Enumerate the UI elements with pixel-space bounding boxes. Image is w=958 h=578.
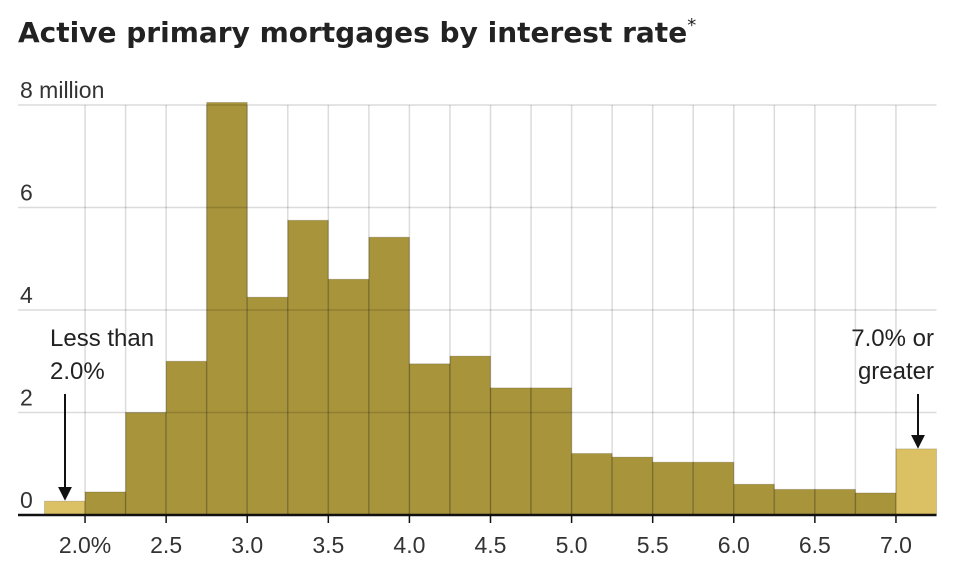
bar: [44, 500, 86, 516]
bar: [733, 483, 775, 516]
bar: [327, 278, 370, 516]
bar: [652, 461, 694, 516]
bar: [611, 456, 654, 516]
chart-title: Active primary mortgages by interest rat…: [18, 16, 687, 49]
x-tick-label: 6.0: [718, 532, 750, 558]
x-tick-label: 6.5: [799, 532, 831, 558]
y-tick-label: 4: [20, 282, 33, 308]
bar: [692, 461, 735, 516]
chart-title-group: Active primary mortgages by interest rat…: [18, 15, 696, 49]
bar: [408, 363, 451, 516]
bar: [490, 387, 532, 516]
bar: [854, 492, 897, 516]
x-tick-label: 2.0%: [59, 532, 111, 558]
bar: [246, 296, 289, 516]
bar: [773, 488, 816, 516]
x-tick-label: 5.0: [556, 532, 588, 558]
bar: [895, 448, 937, 516]
bar: [449, 355, 492, 516]
x-tick-label: 3.0: [231, 532, 263, 558]
x-tick-label: 4.0: [393, 532, 425, 558]
x-tick-label: 7.0: [880, 532, 912, 558]
bar: [287, 219, 329, 516]
bar: [84, 491, 127, 516]
y-tick-label: 2: [20, 385, 33, 411]
x-tick-label: 5.5: [637, 532, 669, 558]
bar: [125, 412, 167, 516]
bar: [368, 236, 410, 516]
x-tick-label: 2.5: [150, 532, 182, 558]
bar: [206, 101, 248, 516]
annotation: greater: [858, 358, 934, 385]
bar: [165, 360, 208, 516]
y-tick-label: 0: [20, 487, 33, 513]
bar: [530, 387, 573, 516]
annotation: 7.0% or: [851, 325, 934, 352]
title-note: *: [687, 15, 696, 36]
x-tick-label: 4.5: [475, 532, 507, 558]
bar: [571, 453, 613, 516]
y-tick-label: 8 million: [20, 77, 104, 103]
annotation: 2.0%: [50, 358, 105, 385]
x-tick-label: 3.5: [312, 532, 344, 558]
bar: [814, 488, 856, 516]
annotation: Less than: [50, 325, 154, 352]
plot-area: 8 million 6 4 2 0 2.0% 2.5 3.0 3.5 4.0 4.5 5.0 5.5 6.…: [18, 77, 937, 558]
y-tick-label: 6: [20, 180, 33, 206]
